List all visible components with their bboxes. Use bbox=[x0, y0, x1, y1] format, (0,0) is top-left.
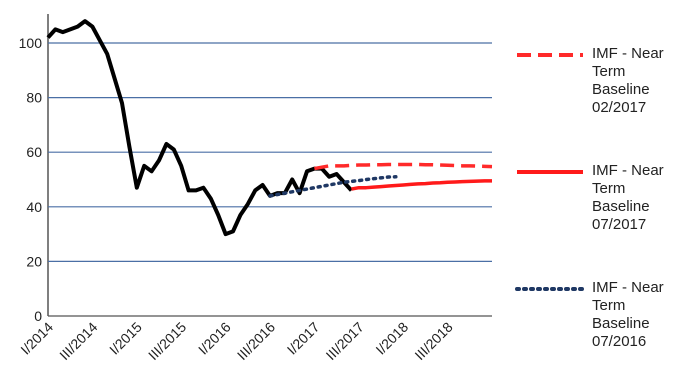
series-line bbox=[314, 162, 493, 171]
legend-label: IMF - Near Term Baseline 07/2017 bbox=[592, 162, 664, 233]
y-tick-label: 80 bbox=[26, 90, 42, 106]
series-line bbox=[268, 175, 398, 198]
y-tick-label: 20 bbox=[26, 253, 42, 269]
y-tick-label: 0 bbox=[34, 308, 42, 324]
series-line bbox=[46, 19, 353, 237]
x-tick-label: I/2016 bbox=[195, 319, 234, 358]
x-tick-label: III/2015 bbox=[145, 319, 189, 363]
x-tick-label: I/2014 bbox=[17, 319, 56, 358]
x-tick-label: I/2015 bbox=[106, 319, 145, 358]
x-tick-label: III/2018 bbox=[411, 319, 455, 363]
y-tick-label: 40 bbox=[26, 199, 42, 215]
x-tick-label: III/2017 bbox=[323, 319, 367, 363]
x-tick-label: I/2017 bbox=[284, 319, 323, 358]
series-line bbox=[351, 179, 492, 191]
legend-label: IMF - Near Term Baseline 07/2016 bbox=[592, 279, 664, 350]
x-tick-label: I/2018 bbox=[372, 319, 411, 358]
y-tick-label: 60 bbox=[26, 144, 42, 160]
x-tick-label: III/2016 bbox=[234, 319, 278, 363]
legend-label: IMF - Near Term Baseline 02/2017 bbox=[592, 45, 664, 116]
y-tick-label: 100 bbox=[19, 35, 43, 51]
x-tick-label: III/2014 bbox=[56, 319, 100, 363]
